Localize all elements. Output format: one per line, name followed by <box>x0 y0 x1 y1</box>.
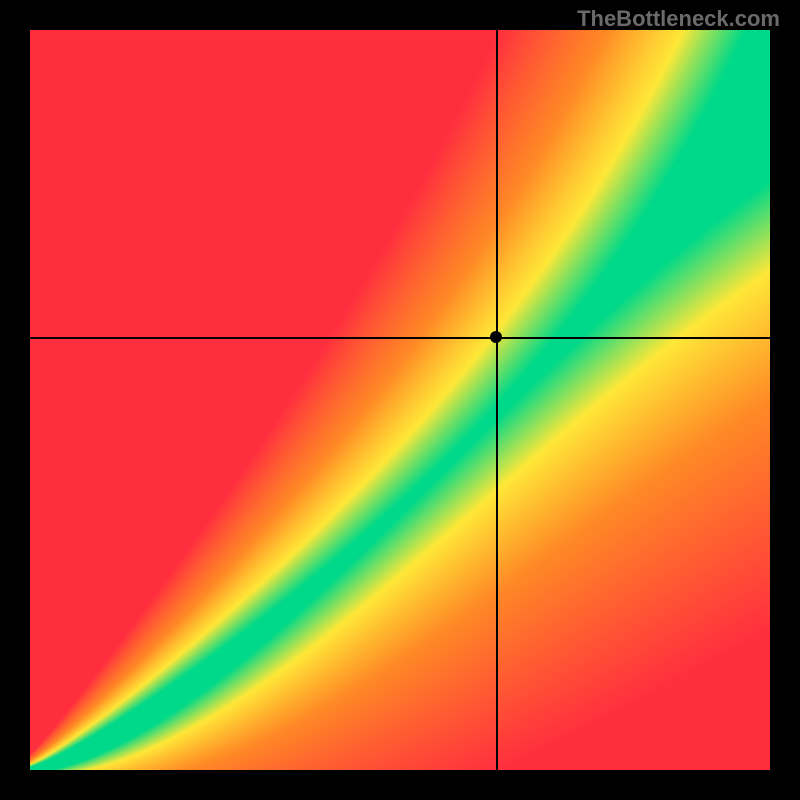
bottleneck-heatmap <box>30 30 770 770</box>
watermark-text: TheBottleneck.com <box>577 6 780 32</box>
crosshair-horizontal <box>30 337 770 339</box>
crosshair-dot <box>490 331 502 343</box>
crosshair-vertical <box>496 30 498 770</box>
heatmap-canvas <box>30 30 770 770</box>
